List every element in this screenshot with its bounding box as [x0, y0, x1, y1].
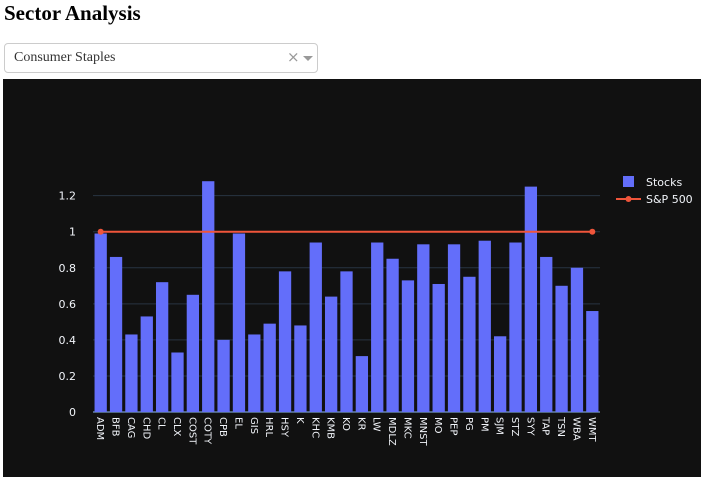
bar-khc[interactable]	[309, 242, 322, 412]
x-tick-label: CHD	[140, 417, 151, 440]
chevron-down-icon[interactable]	[303, 56, 313, 61]
bar-wmt[interactable]	[586, 311, 599, 412]
bar-tap[interactable]	[540, 256, 553, 412]
y-tick-label: 0	[69, 406, 76, 419]
x-tick-label: WBA	[570, 417, 581, 441]
legend: Stocks S&P 500	[616, 176, 693, 206]
bar-wba[interactable]	[570, 267, 584, 412]
bar-mo[interactable]	[432, 283, 445, 412]
bar-hrl[interactable]	[263, 323, 276, 412]
bar-hsy[interactable]	[278, 271, 292, 412]
bar-pg[interactable]	[463, 276, 476, 412]
x-tick-label: COTY	[202, 417, 213, 445]
bar-cl[interactable]	[155, 282, 169, 412]
bar-stz[interactable]	[509, 242, 522, 412]
y-tick-labels: 0 0.2 0.4 0.6 0.8 1 1.2	[59, 190, 77, 419]
legend-stocks-label[interactable]: Stocks	[646, 176, 682, 189]
x-tick-label: SYY	[524, 417, 535, 436]
bar-k[interactable]	[294, 325, 307, 412]
bar-sjm[interactable]	[493, 336, 507, 412]
y-tick-label: 0.6	[59, 298, 77, 311]
x-tick-label: MDLZ	[386, 417, 397, 446]
x-tick-label: HRL	[263, 417, 274, 437]
x-tick-label: BFB	[110, 417, 121, 437]
x-tick-label: ADM	[94, 417, 105, 440]
x-tick-label: WMT	[586, 417, 597, 443]
y-tick-label: 1.2	[59, 190, 77, 203]
bar-el[interactable]	[232, 233, 246, 413]
bar-cost[interactable]	[186, 294, 200, 412]
bar-tsn[interactable]	[555, 285, 568, 412]
x-tick-label: GIS	[248, 417, 259, 434]
x-tick-label: KO	[340, 417, 351, 431]
bar-kmb[interactable]	[324, 296, 338, 412]
x-tick-label: PEP	[448, 417, 459, 435]
x-tick-label: MNST	[417, 417, 428, 446]
bar-pep[interactable]	[447, 244, 461, 412]
x-tick-label: KMB	[325, 417, 336, 439]
sp500-line-layer	[97, 228, 596, 235]
bar-clx[interactable]	[171, 352, 184, 413]
x-tick-label: PG	[463, 417, 474, 431]
x-tick-label: SJM	[494, 417, 505, 435]
x-tick-label: LW	[371, 417, 382, 432]
bar-kr[interactable]	[355, 356, 369, 412]
x-tick-label: PM	[478, 417, 489, 432]
y-tick-label: 0.8	[59, 262, 77, 275]
x-tick-label: KR	[355, 417, 366, 431]
x-tick-label: EL	[232, 417, 243, 429]
x-tick-label: HSY	[279, 417, 290, 438]
legend-sp500-label[interactable]: S&P 500	[646, 193, 693, 206]
page-title: Sector Analysis	[4, 1, 141, 25]
clear-selection-icon[interactable]: ×	[287, 48, 300, 66]
y-tick-label: 0.4	[59, 334, 77, 347]
bar-lw[interactable]	[371, 242, 384, 412]
sector-beta-chart: 0 0.2 0.4 0.6 0.8 1 1.2 ADM BFB CAG CHD CL CLX COST C…	[59, 176, 693, 446]
bar-chd[interactable]	[140, 316, 153, 412]
bar-cpb[interactable]	[217, 339, 230, 412]
bar-mkc[interactable]	[401, 280, 415, 412]
bar-mdlz[interactable]	[386, 258, 399, 412]
bars	[94, 181, 599, 413]
bar-syy[interactable]	[524, 186, 538, 412]
x-tick-label: CLX	[171, 417, 182, 437]
x-tick-label: STZ	[509, 417, 520, 436]
sp500-point[interactable]	[589, 228, 596, 235]
bar-ko[interactable]	[340, 271, 353, 412]
bar-pm[interactable]	[478, 240, 491, 412]
x-tick-label: TSN	[555, 416, 566, 437]
bar-bfb[interactable]	[109, 256, 123, 412]
x-tick-label: CL	[156, 417, 167, 430]
x-tick-labels: ADM BFB CAG CHD CL CLX COST COTY CPB EL GIS HRL HSY K…	[94, 416, 597, 446]
x-tick-label: CPB	[217, 417, 228, 437]
bar-adm[interactable]	[94, 233, 107, 413]
legend-sp500-swatch-marker	[625, 196, 632, 202]
chart-area: 0 0.2 0.4 0.6 0.8 1 1.2 ADM BFB CAG CHD CL CLX COST C…	[3, 79, 701, 477]
x-tick-label: KHC	[309, 417, 320, 438]
legend-stocks-swatch[interactable]	[623, 176, 634, 187]
sector-dropdown[interactable]: Consumer Staples ×	[4, 43, 318, 73]
sp500-point[interactable]	[97, 228, 104, 235]
bar-gis[interactable]	[248, 334, 261, 412]
x-tick-label: MKC	[401, 417, 412, 439]
sector-dropdown-value: Consumer Staples	[14, 50, 116, 65]
y-tick-label: 1	[69, 226, 76, 239]
bar-coty[interactable]	[202, 181, 215, 412]
y-tick-label: 0.2	[59, 370, 77, 383]
bar-mnst[interactable]	[417, 244, 430, 412]
x-tick-label: MO	[432, 417, 443, 434]
bar-cag[interactable]	[125, 334, 138, 412]
x-tick-label: CAG	[125, 417, 136, 438]
x-tick-label: TAP	[540, 416, 551, 435]
x-tick-label: K	[294, 417, 305, 424]
x-tick-label: COST	[186, 417, 197, 445]
